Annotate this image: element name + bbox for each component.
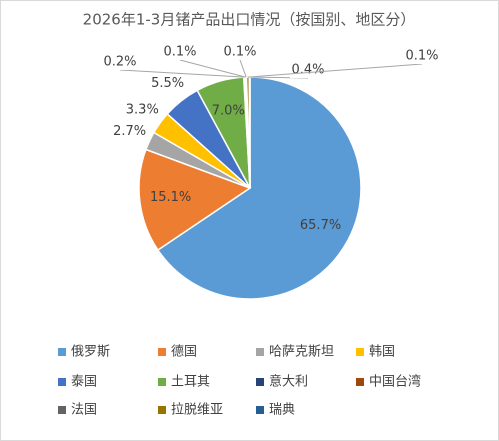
label-bg (290, 62, 326, 78)
leader-line (119, 69, 245, 78)
legend-label: 瑞典 (269, 403, 295, 418)
legend-label: 泰国 (71, 375, 97, 390)
legend-label: 土耳其 (171, 375, 210, 390)
legend-label: 哈萨克斯坦 (269, 345, 334, 360)
leader-line (179, 59, 246, 78)
leader-line (239, 59, 247, 78)
value-label: 5.5% (151, 76, 184, 91)
label-bg (222, 44, 258, 60)
pie-slice (248, 76, 251, 189)
legend-label: 俄罗斯 (71, 345, 110, 360)
legend-label: 中国台湾 (369, 374, 421, 390)
chart-title: 2026年1-3月锗产品出口情况（按国别、地区分） (83, 11, 416, 29)
value-label: 7.0% (212, 104, 245, 119)
label-bg (102, 54, 138, 70)
legend-swatch (356, 378, 364, 386)
legend-label: 法国 (71, 403, 97, 418)
value-label: 2.7% (113, 124, 146, 139)
legend-swatch (356, 348, 364, 356)
label-bg (404, 48, 440, 64)
value-label: 0.1% (163, 45, 196, 60)
legend-swatch (58, 406, 66, 414)
legend-swatch (256, 406, 264, 414)
legend-swatch (58, 348, 66, 356)
label-bg (162, 44, 198, 60)
legend-swatch (158, 406, 166, 414)
value-label: 3.3% (126, 102, 159, 117)
value-label: 0.1% (223, 45, 256, 60)
labels: 65.7% 15.1% 2.7% 3.3% 5.5% 7.0% 0.2% 0.1% 0.1% 0.… (102, 44, 440, 233)
legend-label: 韩国 (369, 345, 395, 360)
pie (138, 76, 362, 300)
pie-slice (156, 76, 362, 300)
legend-label: 意大利 (269, 374, 308, 390)
legend-swatch (158, 378, 166, 386)
leader-line (249, 63, 423, 78)
value-label: 15.1% (150, 190, 191, 205)
legend-swatch (256, 378, 264, 386)
value-label: 65.7% (300, 218, 341, 233)
value-label: 0.4% (291, 63, 324, 78)
legend-label: 德国 (171, 345, 197, 360)
legend-swatch (256, 348, 264, 356)
legend-swatch (158, 348, 166, 356)
pie-slice (138, 148, 252, 252)
value-label: 0.2% (103, 55, 136, 70)
legend-label: 拉脱维亚 (171, 403, 223, 418)
legend-swatch (58, 378, 66, 386)
value-label: 0.1% (405, 49, 438, 64)
